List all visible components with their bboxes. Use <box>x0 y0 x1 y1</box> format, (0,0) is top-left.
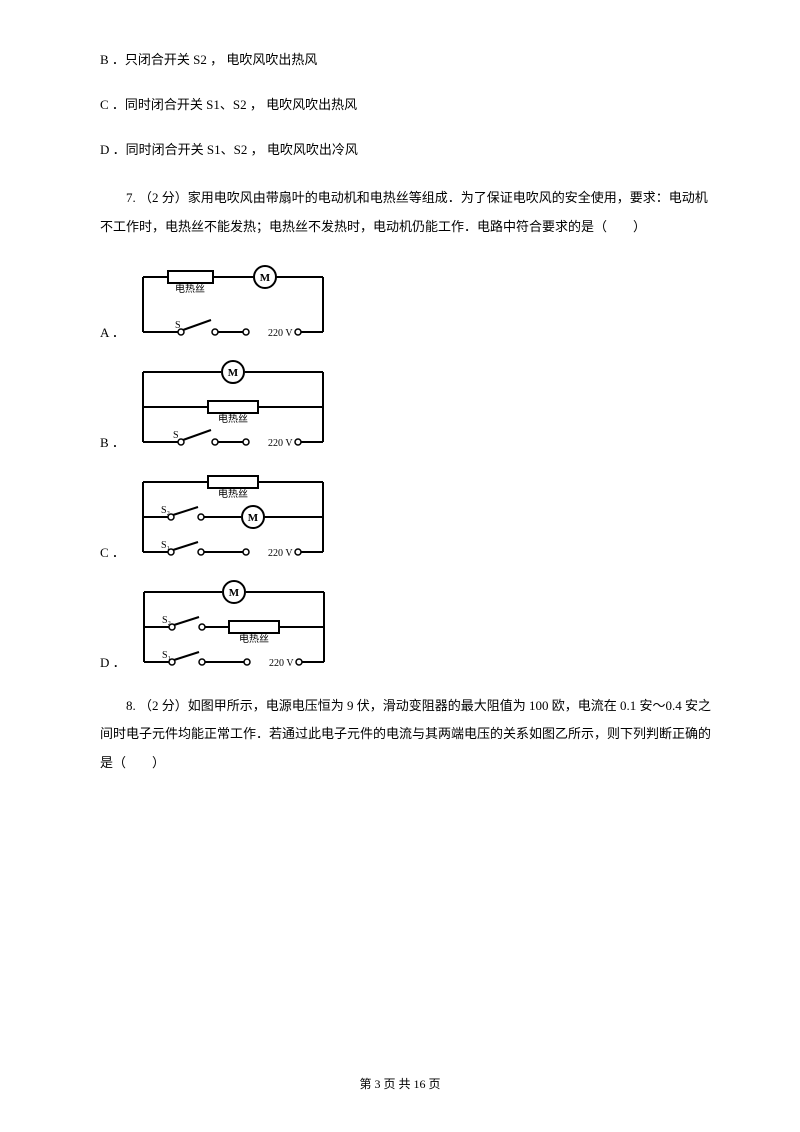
heater-label-b: 电热丝 <box>218 412 248 425</box>
switch-s-label-b: S <box>173 430 179 441</box>
page-footer: 第 3 页 共 16 页 <box>0 1075 800 1092</box>
circuit-label-d: D ． <box>100 652 126 677</box>
switch-s1-label-d: S₁ <box>162 650 171 661</box>
voltage-label-c: 220 V <box>268 548 293 559</box>
circuit-option-b: B ． M 电热丝 S 220 V <box>100 357 720 457</box>
heater-label-a: 电热丝 <box>175 282 205 295</box>
question-7-text: 7. （2 分）家用电吹风由带扇叶的电动机和电热丝等组成．为了保证电吹风的安全使… <box>100 184 720 241</box>
heater-label-c: 电热丝 <box>218 487 248 500</box>
circuit-label-a: A ． <box>100 322 125 347</box>
switch-s-label-a: S <box>175 320 181 331</box>
circuit-option-d: D ． M S₂ 电热丝 S₁ <box>100 577 720 677</box>
switch-s2-label-c: S₂ <box>161 505 170 516</box>
motor-label-d: M <box>228 587 239 599</box>
circuit-option-c: C ． 电热丝 S₂ M S₁ <box>100 467 720 567</box>
circuit-diagram-a: 电热丝 M S 220 V <box>133 262 333 347</box>
question-8-text: 8. （2 分）如图甲所示，电源电压恒为 9 伏，滑动变阻器的最大阻值为 100… <box>100 692 720 778</box>
circuit-label-b: B ． <box>100 432 125 457</box>
heater-label-d: 电热丝 <box>239 632 269 645</box>
circuit-option-a: A ． 电热丝 M S 220 V <box>100 262 720 347</box>
q6-option-b: B ．只闭合开关 S2 ， 电吹风吹出热风 <box>100 50 720 71</box>
circuit-diagram-b: M 电热丝 S 220 V <box>133 357 333 457</box>
voltage-label-b: 220 V <box>268 438 293 449</box>
switch-s1-label-c: S₁ <box>161 540 170 551</box>
circuit-diagram-c: 电热丝 S₂ M S₁ 220 V <box>133 467 333 567</box>
motor-label-b: M <box>228 367 239 379</box>
q6-option-c: C ．同时闭合开关 S1、S2 ， 电吹风吹出热风 <box>100 95 720 116</box>
motor-label-a: M <box>260 272 271 284</box>
switch-s2-label-d: S₂ <box>162 615 171 626</box>
circuit-label-c: C ． <box>100 542 125 567</box>
circuit-diagram-d: M S₂ 电热丝 S₁ 220 V <box>134 577 334 677</box>
voltage-label-a: 220 V <box>268 328 293 339</box>
q6-option-d: D ．同时闭合开关 S1、S2 ， 电吹风吹出冷风 <box>100 140 720 161</box>
motor-label-c: M <box>248 512 259 524</box>
voltage-label-d: 220 V <box>269 658 294 669</box>
